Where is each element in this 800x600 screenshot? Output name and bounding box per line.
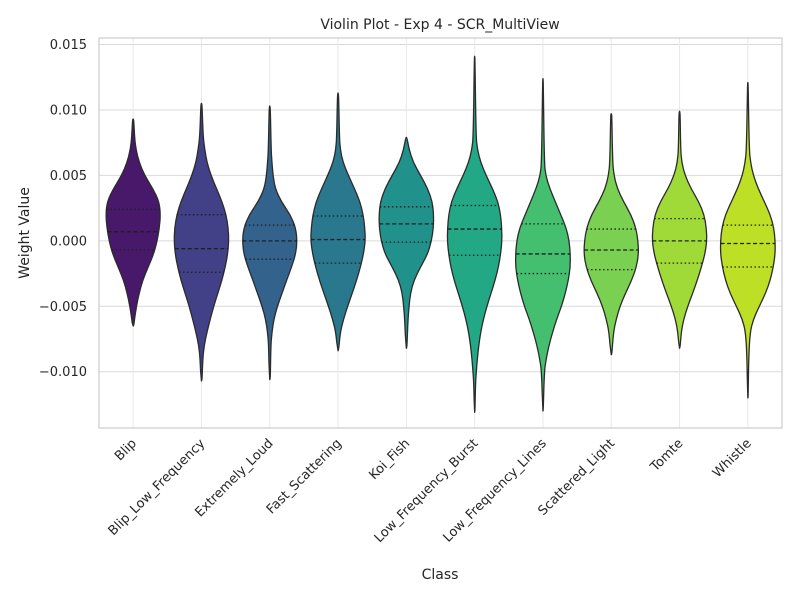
- y-tick-label: 0.010: [50, 103, 87, 118]
- y-tick-label: 0.005: [50, 169, 87, 184]
- violin-body: [173, 102, 230, 382]
- violin-whistle: [719, 81, 776, 399]
- y-tick-label: 0.015: [50, 38, 87, 53]
- y-tick-labels: −0.010 −0.005 0.000 0.005 0.010 0.015: [39, 38, 87, 380]
- violin-body: [719, 81, 776, 399]
- violin-body: [651, 110, 708, 349]
- x-axis-label: Class: [422, 567, 459, 583]
- violin-body: [105, 118, 161, 327]
- violin-low-frequency-lines: [514, 77, 571, 412]
- violin-body: [446, 55, 503, 413]
- x-tick-label: Blip: [112, 436, 140, 464]
- violin-blip: [105, 118, 161, 327]
- violin-body: [514, 77, 571, 412]
- violin-tomte: [651, 110, 708, 349]
- chart-title: Violin Plot - Exp 4 - SCR_MultiView: [320, 17, 559, 33]
- violin-low-frequency-burst: [446, 55, 503, 413]
- violin-scattered-light: [583, 113, 639, 356]
- plot-frame: [98, 37, 783, 429]
- x-tick-labels: BlipBlip_Low_FrequencyExtremely_LoudFast…: [106, 436, 755, 546]
- violin-fast-scattering: [310, 92, 366, 352]
- x-tick-label: Koi_Fish: [366, 436, 413, 483]
- violins: [105, 55, 776, 413]
- x-tick-label: Tomte: [647, 436, 686, 475]
- violin-body: [242, 105, 298, 381]
- x-tick-label: Whistle: [710, 436, 755, 481]
- violin-blip-low-frequency: [173, 102, 230, 382]
- violin-body: [310, 92, 366, 352]
- y-tick-label: −0.010: [39, 365, 87, 380]
- y-tick-label: 0.000: [50, 234, 87, 249]
- violin-extremely-loud: [242, 105, 298, 381]
- x-tick-label: Fast_Scattering: [264, 436, 345, 517]
- y-tick-label: −0.005: [39, 300, 87, 315]
- violin-body: [378, 136, 435, 349]
- violin-koi-fish: [378, 136, 435, 349]
- violin-body: [583, 113, 639, 356]
- y-axis-label: Weight Value: [17, 187, 33, 279]
